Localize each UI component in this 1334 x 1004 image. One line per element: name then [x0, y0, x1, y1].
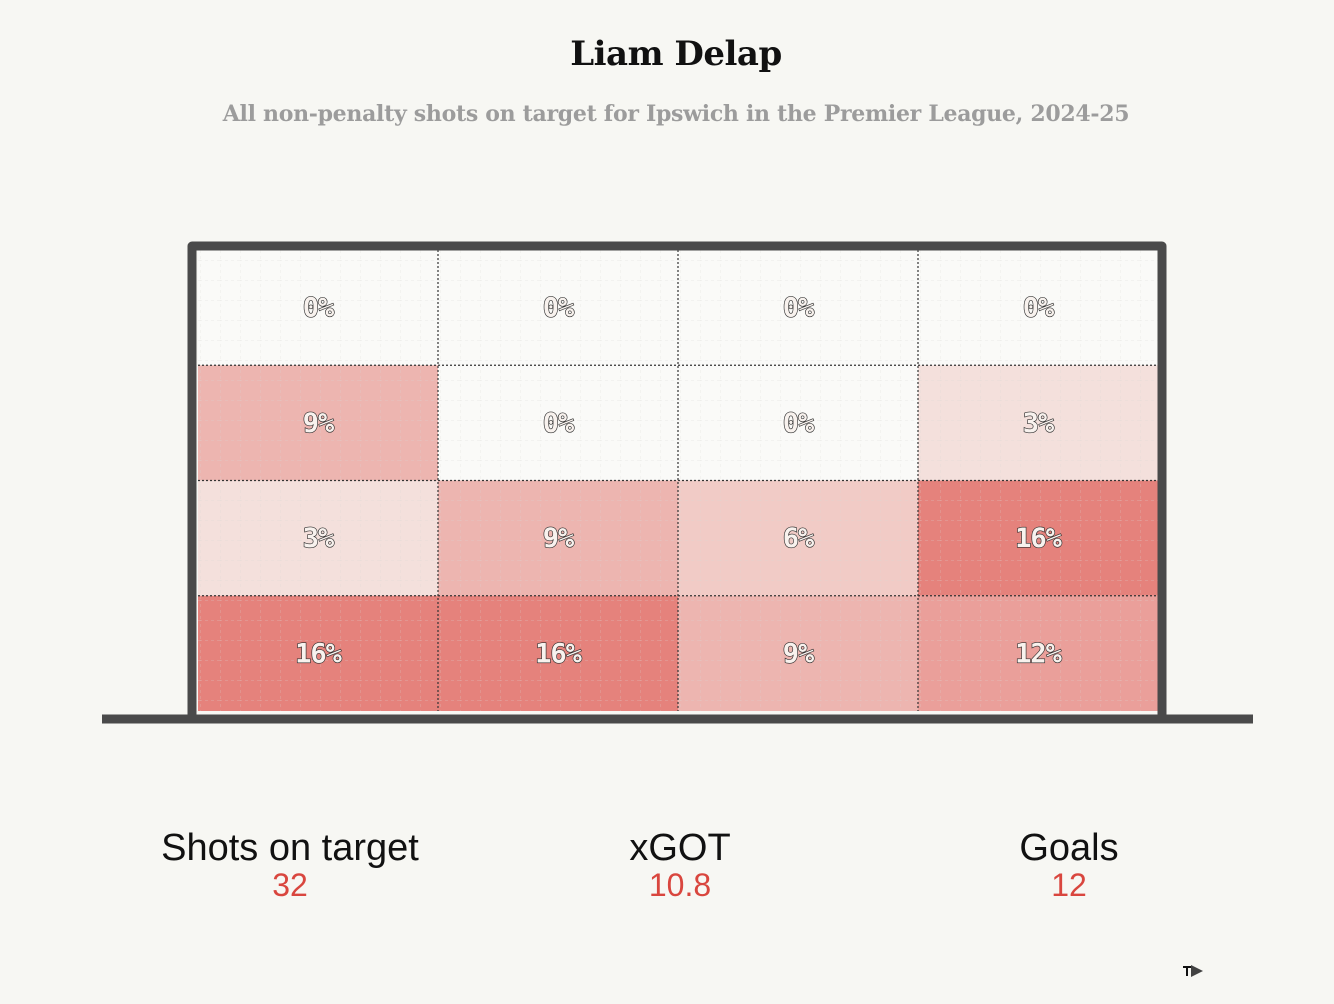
stat-shots-on-target: Shots on target 32: [110, 828, 470, 902]
cell-label-r1-c3: 3%: [1023, 408, 1055, 439]
cell-label-r2-c3: 16%: [1015, 523, 1063, 554]
cell-label-r0-c1: 0%: [543, 293, 575, 324]
stat-xgot: xGOT 10.8: [500, 828, 860, 902]
cell-fine-grid: [918, 480, 1158, 596]
cell-fine-grid: [918, 595, 1158, 711]
cell-label-r3-c2: 9%: [783, 638, 815, 669]
cell-fine-grid: [198, 480, 438, 596]
cell-fine-grid: [438, 250, 678, 366]
brand-logo-icon: [1183, 965, 1203, 977]
cell-fine-grid: [678, 595, 918, 711]
cell-label-r0-c2: 0%: [783, 293, 815, 324]
stat-label: Goals: [1019, 827, 1119, 869]
stat-value: 32: [272, 867, 308, 903]
goal-frame: [187, 241, 1167, 722]
cell-label-r3-c0: 16%: [295, 638, 343, 669]
stat-value: 12: [1051, 867, 1087, 903]
cell-label-r0-c3: 0%: [1023, 293, 1055, 324]
cell-label-r2-c2: 6%: [783, 523, 815, 554]
cell-fine-grid: [438, 480, 678, 596]
cell-fine-grid: [678, 365, 918, 481]
cell-label-r2-c1: 9%: [543, 523, 575, 554]
cell-fine-grid: [438, 595, 678, 711]
cell-fine-grid: [678, 250, 918, 366]
chart-subtitle: All non-penalty shots on target for Ipsw…: [222, 101, 1130, 127]
stat-goals: Goals 12: [889, 828, 1249, 902]
cell-fine-grid: [198, 250, 438, 366]
cell-fine-grid: [918, 250, 1158, 366]
cell-fine-grid: [198, 365, 438, 481]
cell-label-r3-c3: 12%: [1015, 638, 1063, 669]
stat-value: 10.8: [648, 867, 712, 903]
stat-label: xGOT: [629, 827, 731, 869]
cell-fine-grid: [198, 595, 438, 711]
cell-fine-grid: [918, 365, 1158, 481]
cell-label-r3-c1: 16%: [535, 638, 583, 669]
cell-label-r1-c1: 0%: [543, 408, 575, 439]
cell-fine-grid: [438, 365, 678, 481]
cell-label-r1-c2: 0%: [783, 408, 815, 439]
chart-title: Liam Delap: [570, 34, 782, 74]
cell-label-r2-c0: 3%: [303, 523, 335, 554]
stat-label: Shots on target: [161, 827, 419, 869]
cell-fine-grid: [678, 480, 918, 596]
cell-label-r1-c0: 9%: [303, 408, 335, 439]
cell-label-r0-c0: 0%: [303, 293, 335, 324]
